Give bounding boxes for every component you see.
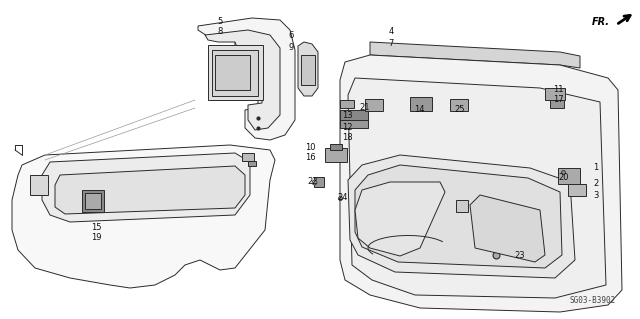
Text: 8: 8 bbox=[218, 27, 223, 36]
Text: 10: 10 bbox=[305, 144, 316, 152]
Polygon shape bbox=[348, 155, 575, 278]
Text: 18: 18 bbox=[342, 133, 352, 143]
Bar bbox=[545, 88, 565, 100]
Bar bbox=[340, 100, 354, 108]
Text: 4: 4 bbox=[388, 27, 394, 36]
Text: 24: 24 bbox=[338, 192, 348, 202]
Text: 25: 25 bbox=[455, 105, 465, 114]
Polygon shape bbox=[205, 30, 280, 130]
Text: 19: 19 bbox=[91, 234, 101, 242]
Bar bbox=[568, 184, 586, 196]
Bar bbox=[325, 148, 347, 162]
Polygon shape bbox=[370, 42, 580, 68]
Polygon shape bbox=[198, 18, 295, 140]
Polygon shape bbox=[355, 182, 445, 256]
Bar bbox=[248, 161, 256, 166]
Text: 20: 20 bbox=[559, 174, 569, 182]
Bar bbox=[85, 193, 101, 209]
Text: 11: 11 bbox=[553, 85, 563, 93]
Polygon shape bbox=[12, 145, 275, 288]
Text: 23: 23 bbox=[515, 250, 525, 259]
Bar bbox=[558, 168, 580, 184]
Bar bbox=[215, 55, 250, 90]
Polygon shape bbox=[298, 42, 318, 96]
Polygon shape bbox=[55, 166, 245, 214]
Text: 2: 2 bbox=[593, 179, 598, 188]
Bar bbox=[340, 110, 368, 120]
Polygon shape bbox=[355, 165, 562, 268]
Bar bbox=[314, 177, 324, 187]
Bar bbox=[330, 144, 342, 150]
Bar bbox=[82, 190, 104, 212]
Text: SG03-B3902: SG03-B3902 bbox=[570, 296, 616, 305]
Bar bbox=[456, 200, 468, 212]
Bar bbox=[208, 45, 263, 100]
Text: 13: 13 bbox=[342, 112, 352, 121]
Bar bbox=[340, 120, 368, 128]
Text: FR.: FR. bbox=[592, 17, 610, 27]
Bar bbox=[212, 50, 258, 96]
Text: 9: 9 bbox=[289, 42, 294, 51]
Text: 1: 1 bbox=[593, 164, 598, 173]
Text: 15: 15 bbox=[91, 224, 101, 233]
Bar bbox=[301, 55, 315, 85]
Text: 14: 14 bbox=[413, 105, 424, 114]
Polygon shape bbox=[348, 78, 606, 298]
Bar bbox=[365, 99, 383, 111]
Text: 3: 3 bbox=[593, 191, 598, 201]
Bar bbox=[242, 153, 254, 161]
Bar bbox=[30, 175, 48, 195]
Text: 22: 22 bbox=[308, 176, 318, 186]
Text: 21: 21 bbox=[360, 102, 371, 112]
Bar bbox=[550, 100, 564, 108]
Text: 6: 6 bbox=[288, 32, 294, 41]
Text: 12: 12 bbox=[342, 122, 352, 131]
Text: 16: 16 bbox=[305, 153, 316, 162]
Text: 17: 17 bbox=[553, 95, 563, 105]
Bar bbox=[450, 99, 468, 111]
Text: 7: 7 bbox=[388, 39, 394, 48]
Polygon shape bbox=[340, 55, 622, 312]
Polygon shape bbox=[470, 195, 545, 262]
Polygon shape bbox=[42, 153, 250, 222]
Text: 5: 5 bbox=[218, 18, 223, 26]
Bar bbox=[410, 97, 432, 111]
